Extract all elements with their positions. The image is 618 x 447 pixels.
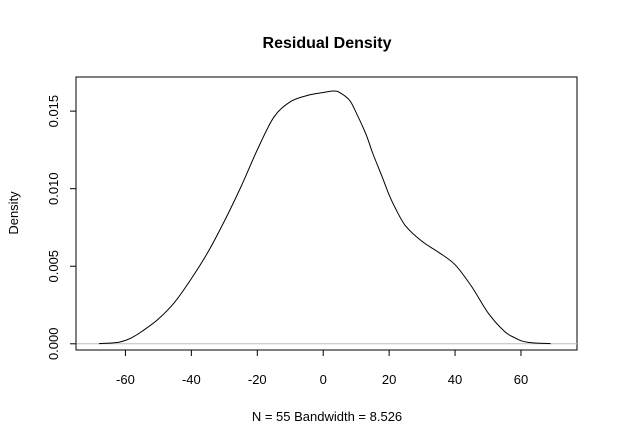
y-tick-label: 0.005 [46, 250, 61, 283]
x-tick-label: -20 [248, 372, 267, 387]
density-curve [99, 90, 551, 345]
x-tick-label: 60 [514, 372, 528, 387]
y-axis: 0.000 0.005 0.010 0.015 [46, 95, 77, 361]
x-axis: -60 -40 -20 0 20 40 60 [116, 349, 528, 387]
y-tick-label: 0.000 [46, 328, 61, 361]
x-tick-label: 0 [320, 372, 327, 387]
y-axis-label: Density [6, 191, 21, 235]
chart-title: Residual Density [263, 35, 392, 52]
y-tick-label: 0.015 [46, 95, 61, 128]
y-tick-label: 0.010 [46, 172, 61, 205]
x-axis-label: N = 55 Bandwidth = 8.526 [252, 409, 402, 424]
x-tick-label: 20 [382, 372, 396, 387]
plot-frame [75, 76, 578, 351]
x-tick-label: -40 [182, 372, 201, 387]
x-tick-label: 40 [448, 372, 462, 387]
x-tick-label: -60 [116, 372, 135, 387]
